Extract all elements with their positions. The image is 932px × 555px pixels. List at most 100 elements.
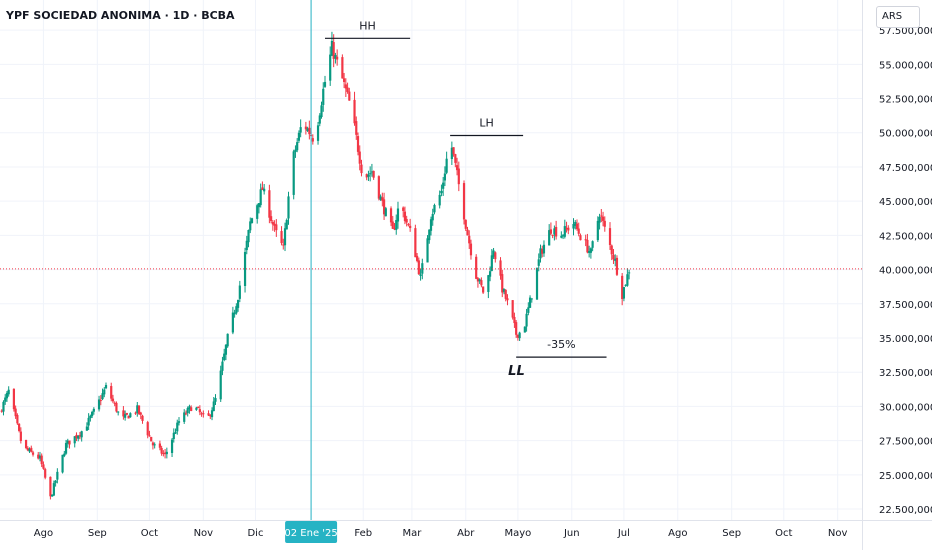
candle-body	[341, 57, 344, 79]
candle-body	[141, 415, 144, 421]
candle-body	[445, 158, 448, 173]
candle-body	[369, 173, 372, 175]
candle-body	[403, 211, 407, 222]
candle-body	[207, 413, 210, 416]
candle-body	[129, 413, 132, 418]
candle-body	[377, 176, 380, 199]
candle-body	[396, 208, 400, 222]
candle-body	[548, 230, 551, 246]
candle-body	[111, 398, 115, 402]
candle-body	[504, 289, 507, 299]
candle-body	[224, 344, 228, 355]
candle-body	[18, 423, 21, 431]
candle-body	[480, 280, 483, 286]
candle-body	[499, 260, 502, 276]
candle-body	[221, 361, 224, 371]
candle-body	[565, 228, 568, 230]
candle-body	[7, 389, 10, 395]
candle-body	[226, 333, 229, 347]
candle-body	[137, 405, 141, 414]
candle-body	[316, 125, 320, 141]
candle-body	[466, 229, 469, 236]
candle-body	[122, 410, 125, 417]
candle-body	[308, 127, 311, 135]
candle-body	[322, 88, 325, 105]
candle-body	[419, 274, 422, 276]
candle-body	[280, 231, 283, 244]
candle-body	[488, 271, 492, 277]
currency-selector[interactable]: ARS	[876, 6, 920, 28]
candle-body	[490, 255, 493, 271]
candle-body	[530, 298, 533, 300]
candle-body	[431, 213, 434, 221]
candle-body	[343, 78, 346, 83]
x-tick-label: Dic	[247, 528, 263, 539]
candle-body	[124, 414, 127, 418]
candle-body	[250, 218, 254, 224]
candle-body	[584, 239, 587, 241]
candle-body	[528, 297, 532, 308]
candle-body	[68, 440, 71, 445]
y-tick-label: 52.500,000	[879, 95, 932, 106]
candle-body	[539, 248, 542, 259]
candle-body	[598, 216, 601, 223]
candle-body	[125, 413, 128, 415]
candle-body	[261, 187, 264, 191]
candle-body	[80, 431, 83, 438]
candle-body	[421, 263, 424, 274]
candle-body	[52, 483, 55, 496]
candle-body	[28, 448, 31, 452]
candle-body	[268, 190, 271, 218]
candle-body	[612, 254, 615, 260]
candle-body	[502, 289, 506, 292]
candle-body	[515, 322, 518, 335]
y-tick-label: 40.000,000	[879, 266, 932, 277]
candle-body	[75, 434, 78, 438]
candle-body	[574, 221, 577, 226]
candle-body	[296, 142, 299, 151]
candle-body	[563, 226, 566, 237]
candle-body	[409, 225, 412, 229]
candle-body	[549, 229, 553, 234]
x-tick-label: Ago	[668, 528, 687, 539]
x-tick-label: Jul	[617, 528, 630, 539]
candle-body	[402, 207, 405, 211]
candle-body	[407, 224, 410, 226]
candle-body	[115, 402, 118, 412]
candle-body	[37, 454, 40, 459]
candle-body	[336, 56, 339, 60]
candle-body	[511, 300, 514, 318]
candle-body	[99, 400, 102, 402]
candle-body	[332, 42, 335, 59]
candle-body	[197, 407, 200, 409]
candle-body	[469, 243, 473, 256]
candle-body	[164, 452, 167, 455]
candle-body	[153, 444, 156, 446]
candle-body	[210, 410, 214, 418]
candle-body	[270, 216, 273, 222]
candle-body	[285, 219, 288, 230]
candle-body	[457, 168, 460, 185]
candle-body	[174, 432, 177, 434]
candle-body	[525, 313, 528, 327]
candle-body	[283, 228, 287, 246]
candle-body	[468, 235, 471, 244]
y-tick-label: 37.500,000	[879, 300, 932, 311]
candle-body	[184, 413, 188, 415]
candle-body	[40, 455, 43, 465]
candle-body	[235, 306, 238, 314]
candle-body	[579, 235, 582, 241]
y-tick-label: 27.500,000	[879, 437, 932, 448]
candle-body	[330, 40, 334, 56]
candle-body	[358, 151, 361, 164]
candle-body	[188, 406, 191, 410]
candle-body	[233, 312, 236, 315]
candle-body	[454, 154, 457, 163]
candle-body	[370, 171, 374, 173]
candle-body	[615, 257, 619, 275]
candle-body	[610, 245, 613, 255]
crosshair-date-label: 02 Ene '25	[284, 528, 337, 539]
candle-body	[527, 307, 530, 313]
candle-body	[160, 447, 163, 454]
